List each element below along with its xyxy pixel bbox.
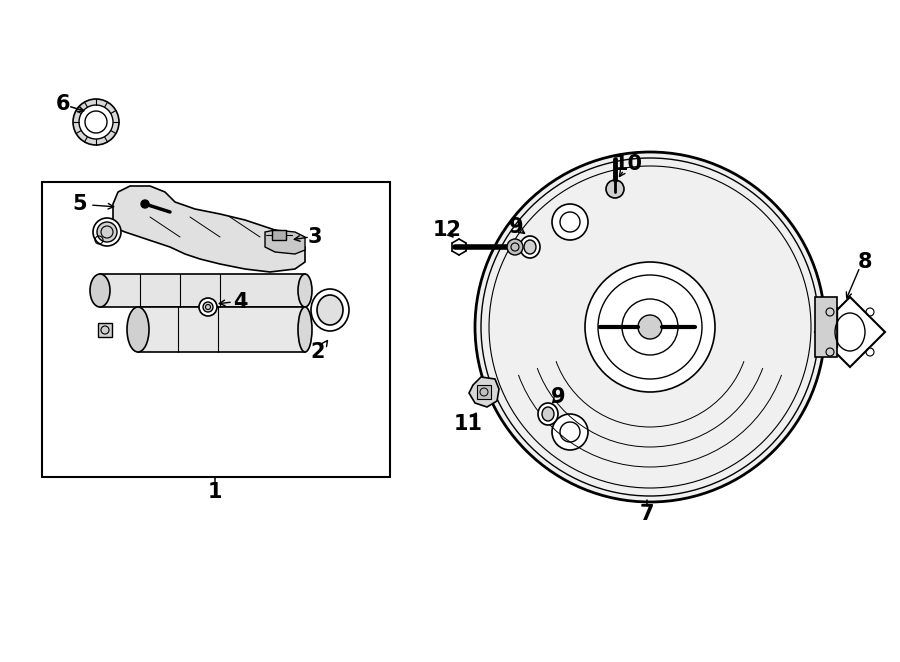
- Ellipse shape: [298, 307, 312, 352]
- Text: 11: 11: [454, 414, 482, 434]
- Ellipse shape: [538, 403, 558, 425]
- Text: 6: 6: [56, 94, 70, 114]
- Ellipse shape: [203, 302, 213, 312]
- Text: 2: 2: [310, 342, 325, 362]
- Polygon shape: [469, 377, 499, 407]
- Text: 7: 7: [640, 504, 654, 524]
- Bar: [42, 182, 390, 477]
- Circle shape: [141, 200, 149, 208]
- Ellipse shape: [542, 407, 554, 421]
- Ellipse shape: [298, 274, 312, 307]
- Text: 12: 12: [433, 220, 462, 240]
- Ellipse shape: [524, 240, 536, 254]
- Ellipse shape: [90, 274, 110, 307]
- Ellipse shape: [199, 298, 217, 316]
- Circle shape: [638, 315, 662, 339]
- Circle shape: [79, 105, 113, 139]
- Circle shape: [606, 180, 624, 198]
- Circle shape: [73, 99, 119, 145]
- Circle shape: [552, 204, 588, 240]
- Polygon shape: [113, 186, 305, 272]
- Circle shape: [475, 152, 825, 502]
- Circle shape: [552, 414, 588, 450]
- Circle shape: [585, 262, 715, 392]
- Circle shape: [507, 239, 523, 255]
- Text: 8: 8: [858, 252, 872, 272]
- Bar: [477, 385, 491, 399]
- Ellipse shape: [520, 236, 540, 258]
- Polygon shape: [265, 230, 305, 254]
- Ellipse shape: [93, 218, 121, 246]
- Text: 10: 10: [614, 154, 643, 174]
- Ellipse shape: [97, 222, 117, 242]
- Ellipse shape: [311, 289, 349, 331]
- Bar: [98, 323, 112, 337]
- Ellipse shape: [127, 307, 149, 352]
- Bar: [100, 274, 305, 307]
- Text: 3: 3: [308, 227, 322, 247]
- Text: 4: 4: [233, 292, 248, 312]
- Bar: [138, 307, 305, 352]
- Bar: [272, 230, 286, 240]
- Text: 9: 9: [508, 217, 523, 237]
- Polygon shape: [815, 297, 837, 357]
- Text: 9: 9: [551, 387, 565, 407]
- Text: 5: 5: [73, 194, 87, 214]
- Ellipse shape: [317, 295, 343, 325]
- Polygon shape: [815, 297, 885, 367]
- Text: 1: 1: [208, 482, 222, 502]
